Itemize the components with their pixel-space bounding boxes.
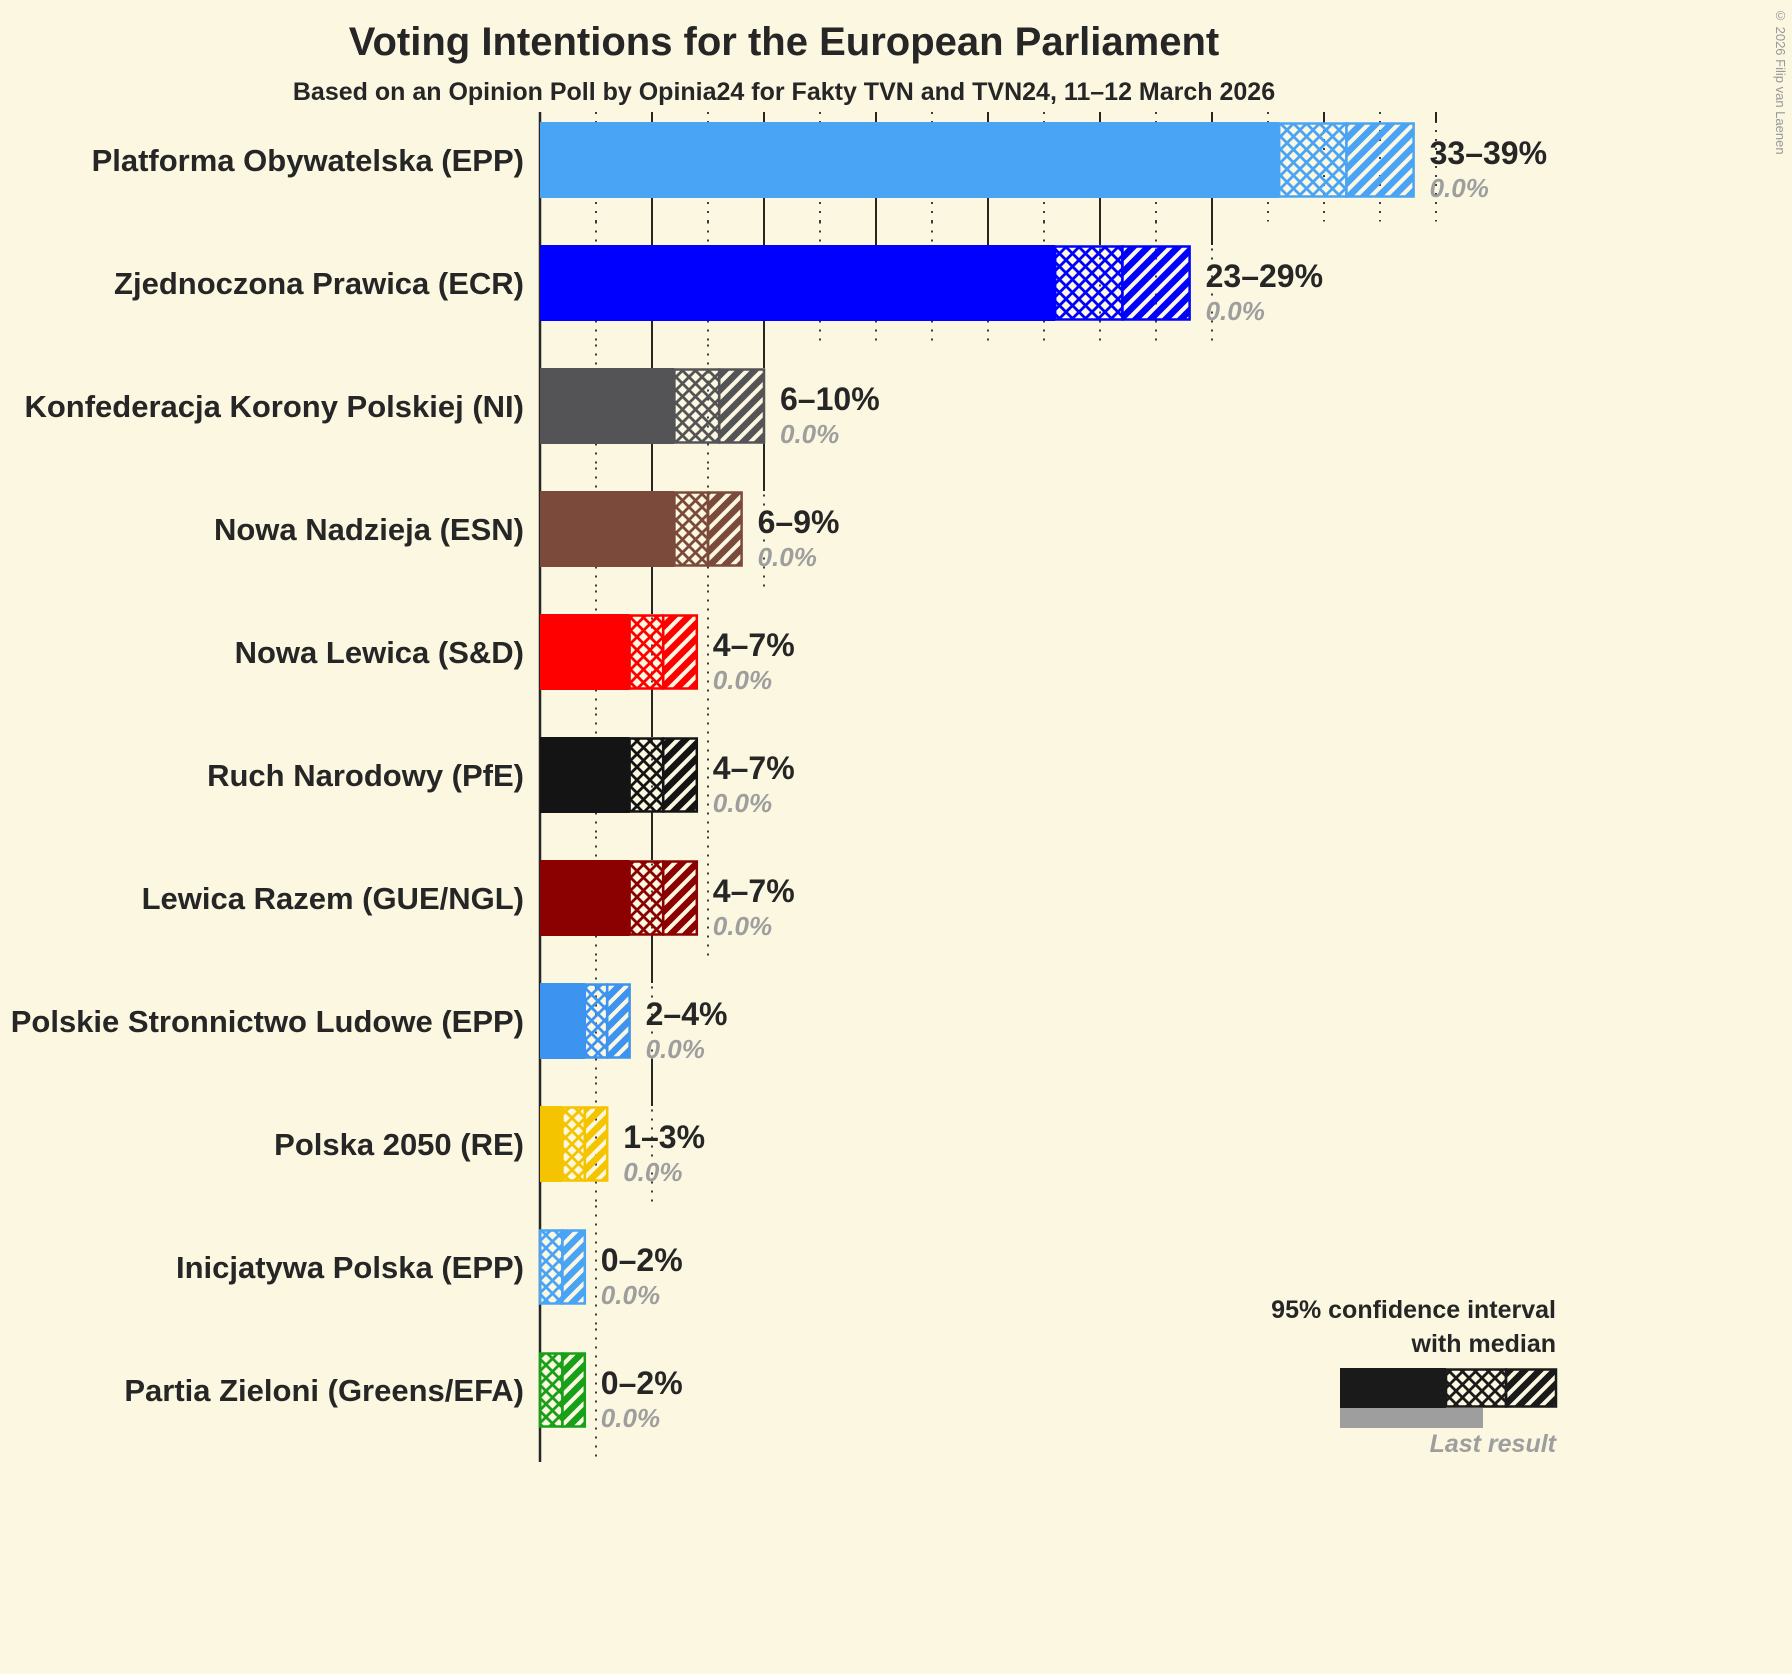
bar-ci-upper-segment (661, 860, 699, 936)
last-result-value: 0.0% (623, 1157, 682, 1187)
bar-ci-lower-segment (561, 1106, 587, 1182)
bar-solid-segment (540, 491, 675, 567)
last-result-value: 0.0% (713, 665, 772, 695)
party-label: Inicjatywa Polska (EPP) (176, 1250, 524, 1285)
bar-row: Zjednoczona Prawica (ECR) 23–29%0.0% (114, 245, 1323, 326)
bar-solid-segment (540, 368, 675, 444)
legend-last-result-label: Last result (1430, 1430, 1558, 1458)
legend-ci-label: 95% confidence interval (1271, 1296, 1556, 1324)
party-label: Zjednoczona Prawica (ECR) (114, 266, 524, 301)
last-result-value: 0.0% (713, 911, 772, 941)
bar-row: Nowa Nadzieja (ESN) 6–9%0.0% (214, 491, 840, 572)
bar-row: Ruch Narodowy (PfE) 4–7%0.0% (207, 737, 795, 818)
last-result-value: 0.0% (601, 1280, 660, 1310)
range-label: 4–7% (713, 627, 795, 663)
bar-ci-lower-segment (673, 491, 710, 567)
party-label: Lewica Razem (GUE/NGL) (142, 881, 524, 916)
bar-ci-upper-segment (561, 1352, 587, 1428)
bar-row: Konfederacja Korony Polskiej (NI) 6–10%0.… (24, 368, 880, 449)
party-label: Ruch Narodowy (PfE) (207, 758, 524, 793)
bar-ci-lower-segment (538, 1229, 564, 1305)
party-label: Platforma Obywatelska (EPP) (92, 143, 524, 178)
last-result-value: 0.0% (1206, 296, 1265, 326)
bar-ci-lower-segment (628, 614, 665, 690)
bar-ci-upper-segment (661, 614, 699, 690)
bar-ci-upper-segment (717, 368, 766, 444)
party-label: Konfederacja Korony Polskiej (NI) (24, 389, 524, 424)
last-result-value: 0.0% (758, 542, 817, 572)
last-result-value: 0.0% (780, 419, 839, 449)
party-label: Polskie Stronnictwo Ludowe (EPP) (11, 1004, 524, 1039)
bar-solid-segment (540, 245, 1056, 321)
bar-ci-upper-segment (605, 983, 631, 1059)
bar-row: Partia Zieloni (Greens/EFA) 0–2%0.0% (124, 1352, 683, 1433)
legend-last-result-swatch (1340, 1408, 1483, 1428)
range-label: 0–2% (601, 1365, 683, 1401)
range-label: 1–3% (623, 1119, 705, 1155)
bar-ci-lower-segment (628, 737, 665, 813)
copyright-note: © 2026 Filip van Laenen (1773, 8, 1788, 155)
bar-ci-lower-segment (538, 1352, 564, 1428)
party-label: Nowa Nadzieja (ESN) (214, 512, 524, 547)
bar-ci-lower-segment (583, 983, 609, 1059)
bar-ci-upper-segment (1121, 245, 1191, 321)
range-label: 33–39% (1430, 135, 1547, 171)
bar-ci-upper-segment (661, 737, 699, 813)
bar-row: Inicjatywa Polska (EPP) 0–2%0.0% (176, 1229, 683, 1310)
bar-row: Polskie Stronnictwo Ludowe (EPP) 2–4%0.0% (11, 983, 728, 1064)
bar-ci-upper-segment (1345, 122, 1415, 198)
range-label: 23–29% (1206, 258, 1323, 294)
bar-ci-upper-segment (706, 491, 743, 567)
bar-solid-segment (540, 737, 630, 813)
chart-title: Voting Intentions for the European Parli… (348, 20, 1220, 64)
last-result-value: 0.0% (601, 1403, 660, 1433)
bar-ci-upper-segment (561, 1229, 587, 1305)
chart-subtitle: Based on an Opinion Poll by Opinia24 for… (292, 78, 1276, 106)
last-result-value: 0.0% (713, 788, 772, 818)
range-label: 6–10% (780, 381, 880, 417)
last-result-value: 0.0% (1430, 173, 1489, 203)
bar-row: Platforma Obywatelska (EPP) 33–39%0.0% (92, 122, 1547, 203)
legend-diag-swatch (1504, 1368, 1558, 1408)
bar-solid-segment (540, 122, 1280, 198)
range-label: 0–2% (601, 1242, 683, 1278)
range-label: 4–7% (713, 750, 795, 786)
range-label: 6–9% (758, 504, 840, 540)
bar-row: Lewica Razem (GUE/NGL) 4–7%0.0% (142, 860, 795, 941)
range-label: 2–4% (646, 996, 728, 1032)
bar-row: Polska 2050 (RE) 1–3%0.0% (274, 1106, 705, 1187)
legend-solid-swatch (1340, 1368, 1446, 1408)
party-label: Nowa Lewica (S&D) (235, 635, 524, 670)
bar-row: Nowa Lewica (S&D) 4–7%0.0% (235, 614, 795, 695)
bar-solid-segment (540, 860, 630, 936)
legend: 95% confidence interval with median Last r… (1271, 1296, 1557, 1458)
last-result-value: 0.0% (646, 1034, 705, 1064)
bar-ci-lower-segment (1277, 122, 1348, 198)
bar-ci-lower-segment (1053, 245, 1124, 321)
bar-ci-lower-segment (673, 368, 721, 444)
legend-cross-swatch (1444, 1368, 1508, 1408)
range-label: 4–7% (713, 873, 795, 909)
bar-ci-lower-segment (628, 860, 665, 936)
party-label: Partia Zieloni (Greens/EFA) (124, 1373, 524, 1408)
bar-solid-segment (540, 614, 630, 690)
bar-ci-upper-segment (583, 1106, 609, 1182)
legend-ci-label-2: with median (1411, 1330, 1556, 1358)
bar-solid-segment (540, 983, 585, 1059)
bar-solid-segment (540, 1106, 563, 1182)
party-label: Polska 2050 (RE) (274, 1127, 524, 1162)
